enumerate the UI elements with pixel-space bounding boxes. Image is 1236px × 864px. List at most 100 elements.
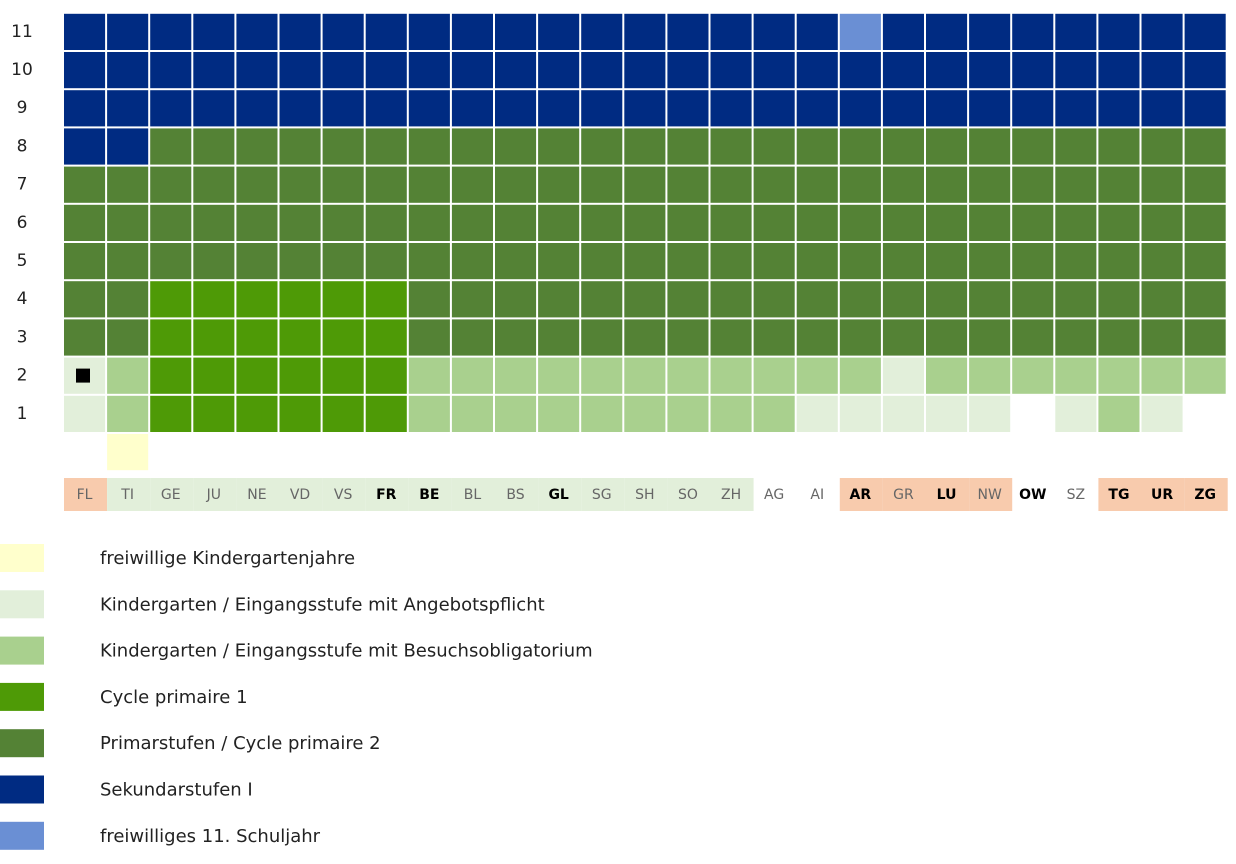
grid-cell [495, 281, 537, 318]
grid-cell [451, 319, 493, 356]
column-label-bg [969, 478, 1013, 511]
grid-cell [451, 52, 493, 89]
grid-cell [667, 395, 709, 432]
grid-cell [495, 90, 537, 127]
grid-cell [1098, 204, 1140, 241]
grid-cell [279, 281, 321, 318]
grid-cell [796, 52, 838, 89]
grid-cell [753, 52, 795, 89]
grid-cell [710, 281, 752, 318]
grid-cell [1184, 52, 1226, 89]
grid-cell [624, 395, 666, 432]
grid-cell [1184, 90, 1226, 127]
grid-cell [710, 90, 752, 127]
grid-cell [796, 13, 838, 51]
grid-cell [64, 243, 106, 280]
grid-cell [236, 281, 278, 318]
grid-cell [710, 357, 752, 394]
column-label: AI [810, 487, 824, 503]
grid-cell [882, 243, 924, 280]
column-label-bg [710, 478, 754, 511]
grid-cell [839, 243, 881, 280]
grid-cell [107, 281, 149, 318]
grid-cell [1098, 395, 1140, 432]
grid-cell [236, 13, 278, 51]
column-label-bg [1141, 478, 1185, 511]
grid-cell [753, 281, 795, 318]
grid-cell [796, 243, 838, 280]
grid-cell [1184, 243, 1226, 280]
grid-cell [796, 90, 838, 127]
grid-cell [710, 52, 752, 89]
legend-swatch [0, 821, 44, 850]
column-label-bg [107, 478, 151, 511]
grid-cell [581, 52, 623, 89]
grid-cell [1098, 281, 1140, 318]
grid-cell [64, 90, 106, 127]
grid-cell [1184, 281, 1226, 318]
column-label: FL [77, 487, 93, 503]
grid-cell [193, 128, 235, 165]
column-label-bg [667, 478, 711, 511]
grid-cell [279, 90, 321, 127]
legend-swatch [0, 590, 44, 619]
grid-cell [408, 166, 450, 203]
grid-cell [1098, 243, 1140, 280]
grid-cell [882, 395, 924, 432]
grid-cell [1141, 204, 1183, 241]
column-label-bg [408, 478, 452, 511]
grid-cell [667, 13, 709, 51]
grid-cell [236, 243, 278, 280]
grid-cell [322, 52, 364, 89]
grid-cell [236, 90, 278, 127]
grid-cell [107, 204, 149, 241]
grid-cell [538, 204, 580, 241]
legend-label: Sekundarstufen I [100, 780, 253, 801]
grid-cell [926, 395, 968, 432]
grid-cell [495, 204, 537, 241]
grid-cell [882, 204, 924, 241]
grid-cell [969, 243, 1011, 280]
grid-cell [408, 13, 450, 51]
grid-cell [150, 204, 192, 241]
grid-cell [1055, 52, 1097, 89]
grid-cell [451, 90, 493, 127]
grid-cell [796, 357, 838, 394]
column-label: JU [206, 487, 221, 503]
grid-cell [322, 204, 364, 241]
grid-cell [495, 128, 537, 165]
grid-cell [193, 13, 235, 51]
grid-cell [882, 281, 924, 318]
column-label: SH [635, 487, 654, 503]
grid-cell [451, 357, 493, 394]
grid-cell [495, 319, 537, 356]
grid-cell [365, 52, 407, 89]
grid-cell [1184, 204, 1226, 241]
grid-cell [753, 243, 795, 280]
grid-cell [322, 90, 364, 127]
grid-cell [365, 90, 407, 127]
grid-cell [322, 166, 364, 203]
grid-cell [753, 357, 795, 394]
grid-cell [1098, 13, 1140, 51]
column-label-bg [581, 478, 625, 511]
grid-cell [451, 395, 493, 432]
grid-cell [969, 357, 1011, 394]
grid-cell [1055, 357, 1097, 394]
grid-cell [279, 243, 321, 280]
grid-cell [624, 13, 666, 51]
grid-cell [107, 357, 149, 394]
grid-cell [538, 52, 580, 89]
column-label: AR [850, 487, 872, 503]
grid-cell [365, 243, 407, 280]
grid-cell [150, 52, 192, 89]
grid-cell [107, 52, 149, 89]
grid-cell [624, 281, 666, 318]
grid-cell [1055, 13, 1097, 51]
grid-cell [969, 52, 1011, 89]
grid-cell [495, 52, 537, 89]
grid-cell [495, 395, 537, 432]
column-label: GE [161, 487, 181, 503]
grid-cell [538, 13, 580, 51]
grid-cell [667, 90, 709, 127]
